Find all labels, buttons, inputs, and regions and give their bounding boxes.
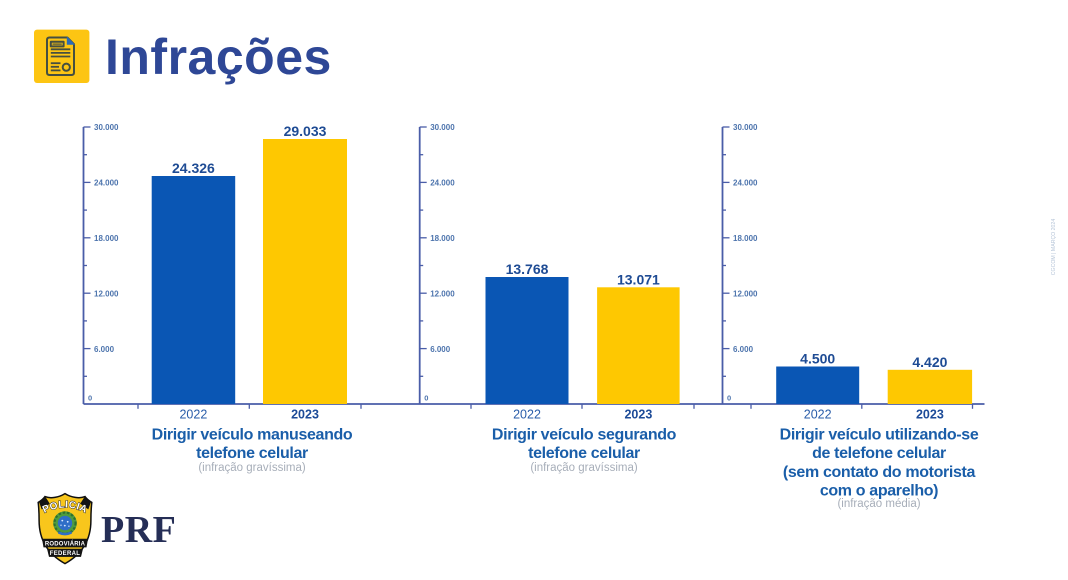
- svg-text:2022: 2022: [513, 408, 541, 422]
- svg-text:FEDERAL: FEDERAL: [50, 551, 80, 557]
- svg-text:(infração média): (infração média): [837, 498, 920, 510]
- svg-text:4.420: 4.420: [912, 354, 947, 370]
- svg-text:2022: 2022: [179, 408, 207, 422]
- svg-text:telefone celular: telefone celular: [196, 445, 308, 462]
- svg-text:18.000: 18.000: [733, 234, 758, 243]
- svg-text:(sem contato do motorista: (sem contato do motorista: [783, 464, 976, 481]
- svg-text:0: 0: [88, 394, 92, 403]
- svg-text:0: 0: [727, 394, 731, 403]
- svg-text:12.000: 12.000: [430, 289, 455, 298]
- svg-text:6.000: 6.000: [430, 345, 451, 354]
- svg-text:(infração gravíssima): (infração gravíssima): [198, 462, 306, 474]
- svg-text:24.000: 24.000: [430, 179, 455, 188]
- svg-text:13.071: 13.071: [617, 272, 660, 288]
- svg-text:13.768: 13.768: [506, 261, 549, 277]
- svg-text:30.000: 30.000: [430, 123, 455, 132]
- svg-text:24.000: 24.000: [733, 179, 758, 188]
- svg-text:6.000: 6.000: [94, 345, 115, 354]
- svg-text:Dirigir veículo manuseando: Dirigir veículo manuseando: [152, 427, 353, 444]
- svg-text:2023: 2023: [624, 408, 652, 422]
- svg-text:24.326: 24.326: [172, 160, 215, 176]
- svg-text:30.000: 30.000: [733, 123, 758, 132]
- svg-text:24.000: 24.000: [94, 179, 119, 188]
- svg-text:6.000: 6.000: [733, 345, 754, 354]
- svg-text:2023: 2023: [916, 408, 944, 422]
- svg-text:de telefone celular: de telefone celular: [812, 445, 946, 462]
- svg-text:4.500: 4.500: [800, 351, 835, 367]
- svg-text:RODOVIÁRIA: RODOVIÁRIA: [45, 540, 86, 547]
- svg-text:Dirigir veículo utilizando-se: Dirigir veículo utilizando-se: [780, 427, 979, 444]
- svg-text:30.000: 30.000: [94, 123, 119, 132]
- svg-text:2022: 2022: [804, 408, 832, 422]
- svg-text:12.000: 12.000: [733, 289, 758, 298]
- svg-text:29.033: 29.033: [284, 123, 327, 139]
- svg-text:2023: 2023: [291, 408, 319, 422]
- svg-text:18.000: 18.000: [94, 234, 119, 243]
- svg-text:(infração gravíssima): (infração gravíssima): [530, 462, 638, 474]
- svg-text:0: 0: [424, 394, 428, 403]
- svg-text:18.000: 18.000: [430, 234, 455, 243]
- svg-text:telefone celular: telefone celular: [528, 445, 640, 462]
- svg-text:Dirigir veículo segurando: Dirigir veículo segurando: [492, 427, 677, 444]
- svg-text:12.000: 12.000: [94, 289, 119, 298]
- svg-text:com o aparelho): com o aparelho): [820, 483, 938, 500]
